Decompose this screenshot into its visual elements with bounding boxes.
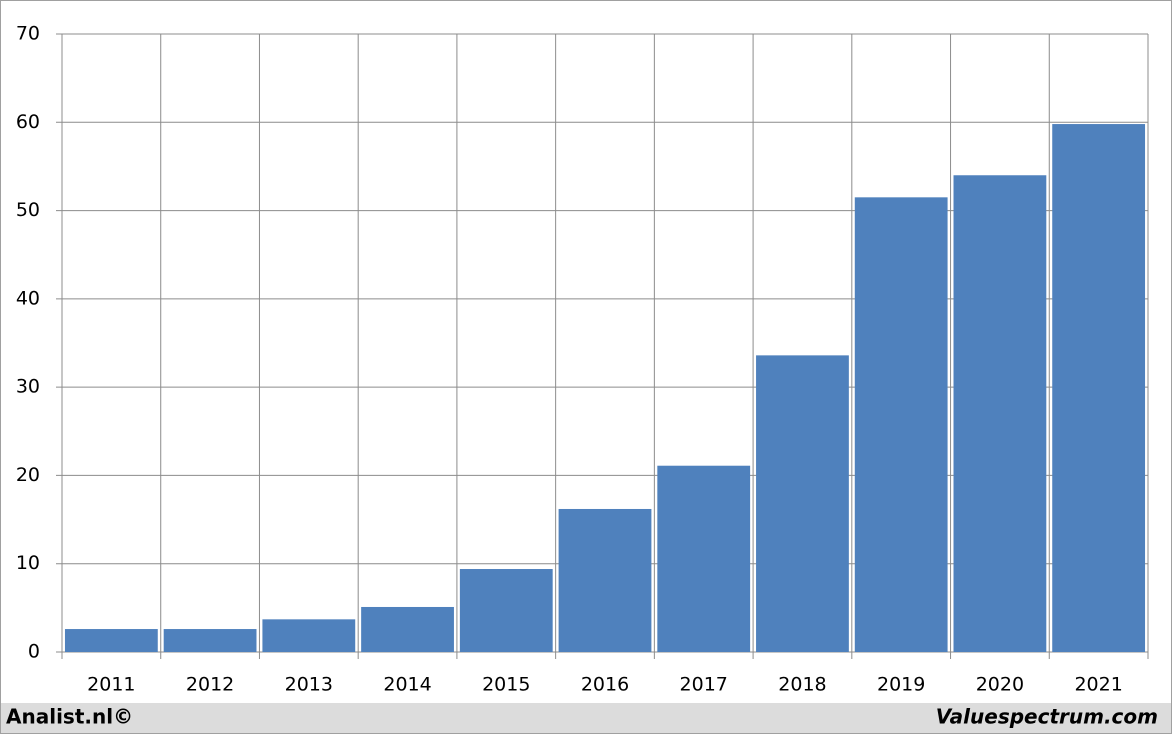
x-tick-label: 2014 bbox=[383, 674, 431, 696]
y-tick-label: 60 bbox=[16, 111, 40, 133]
x-tick-label: 2021 bbox=[1074, 674, 1122, 696]
footer-right: Valuespectrum.com bbox=[936, 705, 1158, 729]
bar bbox=[756, 355, 849, 652]
y-tick-label: 20 bbox=[16, 464, 40, 486]
bar bbox=[262, 619, 356, 652]
x-tick-label: 2020 bbox=[976, 674, 1024, 696]
bar bbox=[558, 508, 652, 652]
y-tick-label: 30 bbox=[16, 376, 40, 398]
y-tick-label: 70 bbox=[16, 23, 40, 45]
bar bbox=[361, 606, 454, 652]
bar bbox=[953, 175, 1047, 652]
y-tick-label: 40 bbox=[16, 287, 40, 309]
footer-left: Analist.nl© bbox=[6, 705, 133, 729]
x-tick-label: 2019 bbox=[877, 674, 925, 696]
y-tick-label: 0 bbox=[28, 641, 40, 663]
bar bbox=[854, 197, 948, 653]
x-tick-label: 2017 bbox=[680, 674, 728, 696]
bar bbox=[657, 465, 751, 652]
x-tick-label: 2011 bbox=[87, 674, 135, 696]
bar bbox=[1052, 124, 1146, 652]
x-tick-label: 2015 bbox=[482, 674, 530, 696]
footer-band bbox=[1, 703, 1171, 733]
bar bbox=[64, 629, 158, 652]
x-tick-label: 2018 bbox=[778, 674, 826, 696]
x-tick-label: 2013 bbox=[285, 674, 333, 696]
bar bbox=[459, 569, 553, 652]
bar bbox=[163, 629, 257, 652]
y-tick-label: 10 bbox=[16, 552, 40, 574]
x-tick-label: 2012 bbox=[186, 674, 234, 696]
x-tick-label: 2016 bbox=[581, 674, 629, 696]
y-tick-label: 50 bbox=[16, 199, 40, 221]
